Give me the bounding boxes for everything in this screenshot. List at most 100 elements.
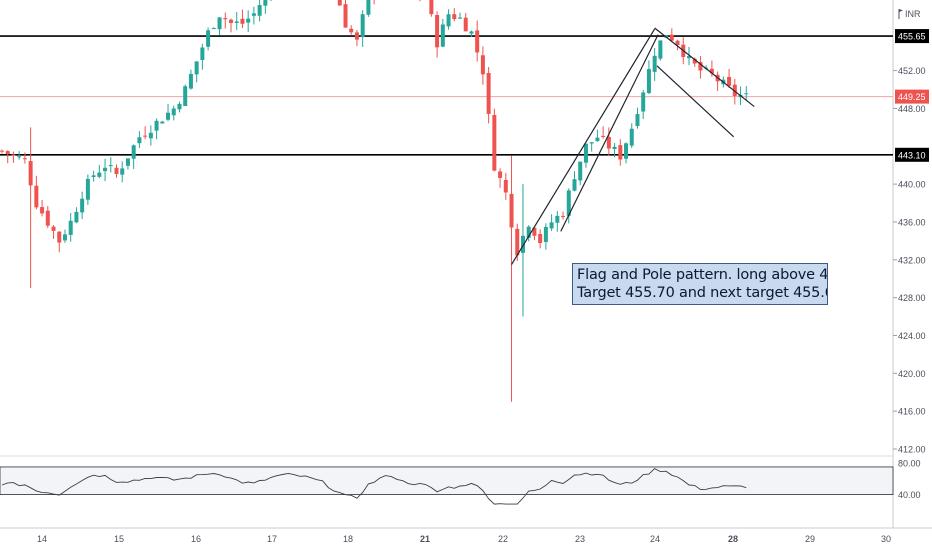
candle-body [160, 122, 164, 124]
flag-lower-line [657, 66, 734, 137]
candle [34, 176, 38, 210]
candle-body [452, 14, 456, 19]
candle [120, 161, 124, 182]
candle [658, 40, 662, 60]
candle-body [74, 212, 78, 222]
candle [86, 174, 90, 204]
candle-body [212, 28, 216, 29]
candle [630, 123, 634, 148]
candle [338, 0, 342, 6]
candle [349, 25, 353, 35]
candle [195, 61, 199, 82]
candle [46, 206, 50, 228]
candle-body [641, 92, 645, 111]
candle [510, 156, 514, 402]
candle-body [555, 216, 559, 223]
flag-icon [899, 9, 903, 19]
candle [92, 171, 96, 182]
y-tick-label: 420.00 [898, 369, 926, 379]
level-label: 455.65 [898, 32, 926, 42]
candle [641, 90, 645, 119]
candle [137, 131, 141, 148]
candle [435, 11, 439, 57]
candle [578, 162, 582, 185]
last-price-label: 449.25 [898, 92, 926, 102]
candle-body [6, 151, 10, 154]
candle [97, 165, 101, 178]
annotation-line-2: Target 455.70 and next target 455.65 [577, 284, 823, 302]
x-tick-label: 22 [498, 534, 508, 544]
x-tick-label: 30 [881, 534, 891, 544]
candle [635, 108, 639, 129]
candle [200, 44, 204, 70]
x-tick-label: 14 [37, 534, 47, 544]
x-tick-label: 29 [805, 534, 815, 544]
candle-body [492, 115, 496, 171]
candle [29, 127, 33, 288]
candle-body [86, 179, 90, 200]
candle-body [63, 234, 67, 240]
annotation-box[interactable]: Flag and Pole pattern. long above 451.90… [572, 263, 828, 305]
flag-cloth [899, 9, 903, 12]
candle [189, 70, 193, 90]
candle-body [97, 173, 101, 177]
candle-body [149, 133, 153, 139]
candle [269, 0, 273, 1]
candle-body [69, 221, 73, 235]
candle-body [630, 129, 634, 146]
candle [80, 192, 84, 220]
candle-body [349, 29, 353, 33]
candle-body [132, 145, 136, 158]
candle-body [607, 137, 611, 149]
candle [595, 130, 599, 142]
candle-body [92, 175, 96, 177]
candle-body [115, 168, 119, 174]
candle-body [46, 211, 50, 226]
candle [252, 7, 256, 25]
candle [246, 10, 250, 32]
candle-body [441, 24, 445, 46]
pole-upper-line [561, 35, 658, 232]
candle-body [727, 77, 731, 86]
candle [458, 12, 462, 19]
candle-body [344, 4, 348, 27]
rsi-tick-label: 80.00 [898, 459, 921, 469]
candle-body [487, 73, 491, 114]
candle [11, 152, 15, 163]
y-tick-label: 412.00 [898, 445, 926, 455]
candle-body [29, 161, 33, 185]
candle-body [498, 171, 502, 178]
candle-body [464, 18, 468, 32]
x-tick-label: 18 [343, 534, 353, 544]
candle [538, 229, 542, 248]
candle [69, 213, 73, 242]
candle [218, 17, 222, 35]
flag-upper-line [655, 28, 755, 107]
candle-body [34, 186, 38, 208]
candle-body [40, 207, 44, 213]
candle [653, 48, 657, 81]
candle-body [475, 30, 479, 52]
candle-body [635, 114, 639, 126]
trend-lines [512, 28, 755, 265]
candle [601, 126, 605, 138]
candle-body [481, 55, 485, 74]
rsi-tick-label: 40.00 [898, 490, 921, 500]
candle [155, 118, 159, 139]
candle [344, 0, 348, 28]
candle-body [166, 113, 170, 120]
candle [361, 10, 365, 47]
candle-body [429, 0, 433, 14]
candle-body [137, 137, 141, 143]
candle-body [538, 234, 542, 243]
candle [452, 8, 456, 21]
candle-body [143, 136, 147, 137]
candle [166, 104, 170, 121]
candle [481, 47, 485, 85]
candle-body [595, 138, 599, 141]
annotation-line-1: Flag and Pole pattern. long above 451.90 [577, 266, 823, 284]
candle-body [510, 194, 514, 228]
x-tick-label: 23 [575, 534, 585, 544]
